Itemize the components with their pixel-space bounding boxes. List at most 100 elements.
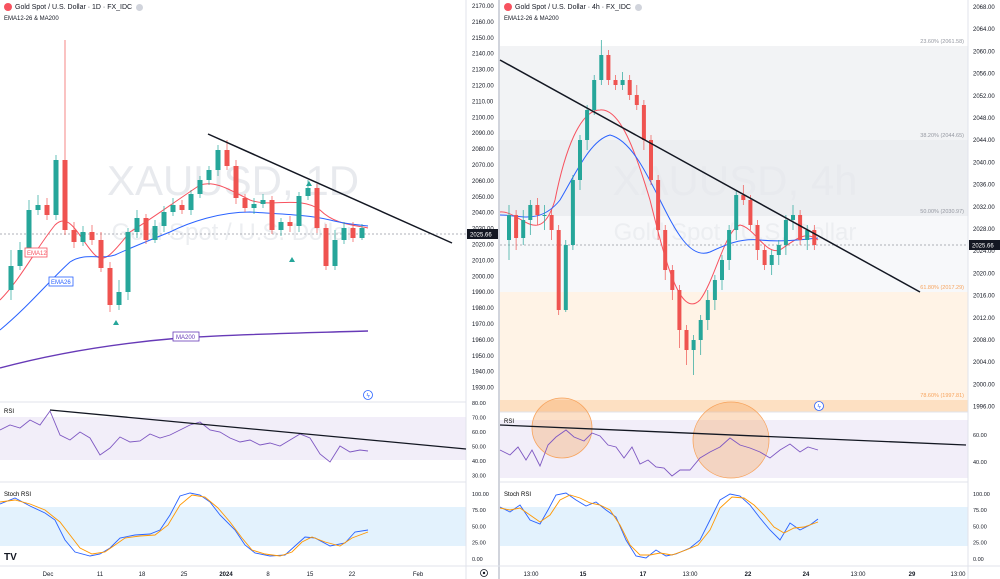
price-tick-label: 2000.00 <box>472 274 494 280</box>
price-tick-label: 1930.00 <box>472 386 494 392</box>
left-candles <box>8 40 365 312</box>
rsi-tick-label: 60.00 <box>973 433 987 439</box>
right-stoch-label[interactable]: Stoch RSI <box>504 492 531 498</box>
right-time-axis[interactable]: 13:00 15 17 13:00 22 24 13:00 29 13:00 <box>523 572 966 578</box>
left-chart-header[interactable]: Gold Spot / U.S. Dollar · 1D · FX_IDC <box>4 3 144 11</box>
candle-body <box>107 268 113 305</box>
candle-body <box>206 170 212 180</box>
right-rsi-label[interactable]: RSI <box>504 419 514 425</box>
left-rsi-line <box>0 410 369 463</box>
candle-body <box>341 228 347 240</box>
time-tick-label: 13:00 <box>950 572 966 578</box>
eye-icon[interactable] <box>136 3 144 11</box>
tradingview-logo[interactable]: TV <box>4 552 17 563</box>
candle-body <box>805 230 810 240</box>
candle-body <box>35 205 41 210</box>
candle-body <box>170 205 176 212</box>
candle-body <box>528 205 533 220</box>
left-watermark: XAUUSD, 1D <box>107 157 359 204</box>
candle-body <box>563 245 568 310</box>
signal-marker <box>306 181 312 186</box>
candle-body <box>549 215 554 230</box>
events-icons[interactable]: ϟ ϟ <box>363 390 824 411</box>
left-stoch-label[interactable]: Stoch RSI <box>4 492 31 498</box>
lightning-icon[interactable] <box>363 390 373 400</box>
price-tick-label: 2016.00 <box>973 294 995 300</box>
settings-gear-icon[interactable] <box>480 569 488 577</box>
candle-body <box>26 210 32 250</box>
ma200-label: MA200 <box>176 335 196 341</box>
price-tick-label: 2004.00 <box>973 360 995 366</box>
price-tick-label: 2050.00 <box>472 195 494 201</box>
candle-body <box>762 250 767 265</box>
price-tick-label: 2060.00 <box>973 49 995 55</box>
pane-divider[interactable] <box>498 0 500 579</box>
rsi-tick-label: 40.00 <box>973 460 987 466</box>
candle-body <box>620 80 625 85</box>
candle-body <box>769 255 774 265</box>
price-tick-label: 2020.00 <box>472 243 494 249</box>
price-tick-label: 2130.00 <box>472 68 494 74</box>
price-tick-label: 2032.00 <box>973 205 995 211</box>
candle-body <box>179 205 185 210</box>
candle-body <box>44 205 50 215</box>
right-rsi-trendline[interactable] <box>499 424 967 446</box>
lightning-icon: ϟ <box>367 394 371 400</box>
candle-body <box>197 180 203 194</box>
eye-icon[interactable] <box>634 3 642 11</box>
right-studies-label[interactable]: EMA12-26 & MA200 <box>504 16 559 22</box>
time-tick-label: 13:00 <box>850 572 866 578</box>
gold-symbol-icon <box>4 3 12 11</box>
candle-body <box>53 160 59 215</box>
right-rsi-band <box>500 420 968 478</box>
candle-body <box>269 200 275 230</box>
right-chart-header[interactable]: Gold Spot / U.S. Dollar · 4h · FX_IDC <box>504 3 642 11</box>
right-stoch-axis: 100.00 75.00 50.00 25.00 0.00 <box>973 492 990 563</box>
left-studies-label[interactable]: EMA12-26 & MA200 <box>4 16 59 22</box>
candle-body <box>698 320 703 340</box>
price-tick-label: 2040.00 <box>472 211 494 217</box>
left-time-axis[interactable]: Dec 11 18 25 2024 8 15 22 Feb <box>43 572 424 578</box>
stoch-tick-label: 100.00 <box>472 492 489 498</box>
candle-body <box>649 140 653 180</box>
left-rsi-axis: 80.00 70.00 60.00 50.00 40.00 30.00 <box>472 401 486 480</box>
candle-body <box>323 228 329 266</box>
price-tick-label: 2010.00 <box>472 258 494 264</box>
price-tick-label: 2068.00 <box>973 5 995 11</box>
candle-body <box>535 205 540 215</box>
left-price-axis[interactable]: 2170.00 2160.00 2150.00 2140.00 2130.00 2120.… <box>472 4 494 392</box>
ma-labels: EMA12 EMA26 MA200 <box>24 247 200 342</box>
right-price-axis[interactable]: 2068.00 2064.00 2060.00 2056.00 2052.00 2048.… <box>973 5 995 411</box>
right-stoch-d-line <box>499 494 819 556</box>
time-tick-label: 8 <box>266 572 270 578</box>
price-tick-label: 2070.00 <box>472 163 494 169</box>
time-tick-label: Feb <box>413 572 424 578</box>
right-price-trendline[interactable] <box>499 59 921 293</box>
price-tick-label: 1960.00 <box>472 338 494 344</box>
stoch-tick-label: 75.00 <box>973 508 987 514</box>
fib-label: 38.20% (2044.65) <box>920 133 964 139</box>
left-rsi-trendline[interactable] <box>49 409 467 450</box>
candle-body <box>734 195 739 230</box>
candle-body <box>350 228 356 238</box>
price-tick-label: 2044.00 <box>973 138 995 144</box>
candle-body <box>161 212 167 226</box>
lightning-icon[interactable] <box>814 401 824 411</box>
stoch-tick-label: 0.00 <box>472 557 483 563</box>
candle-body <box>507 215 511 240</box>
time-tick-label: 17 <box>640 572 647 578</box>
left-rsi-label[interactable]: RSI <box>4 409 14 415</box>
time-tick-label: 18 <box>139 572 146 578</box>
price-tick-label: 2120.00 <box>472 84 494 90</box>
candle-body <box>798 215 803 240</box>
price-tick-label: 2090.00 <box>472 131 494 137</box>
candle-body <box>134 218 140 232</box>
price-tick-label: 1970.00 <box>472 322 494 328</box>
candle-body <box>242 198 248 208</box>
candle-body <box>663 230 668 270</box>
left-price-trendline[interactable] <box>207 133 453 244</box>
price-tick-label: 2160.00 <box>472 20 494 26</box>
candle-body <box>755 225 760 250</box>
time-tick-label: 15 <box>580 572 587 578</box>
